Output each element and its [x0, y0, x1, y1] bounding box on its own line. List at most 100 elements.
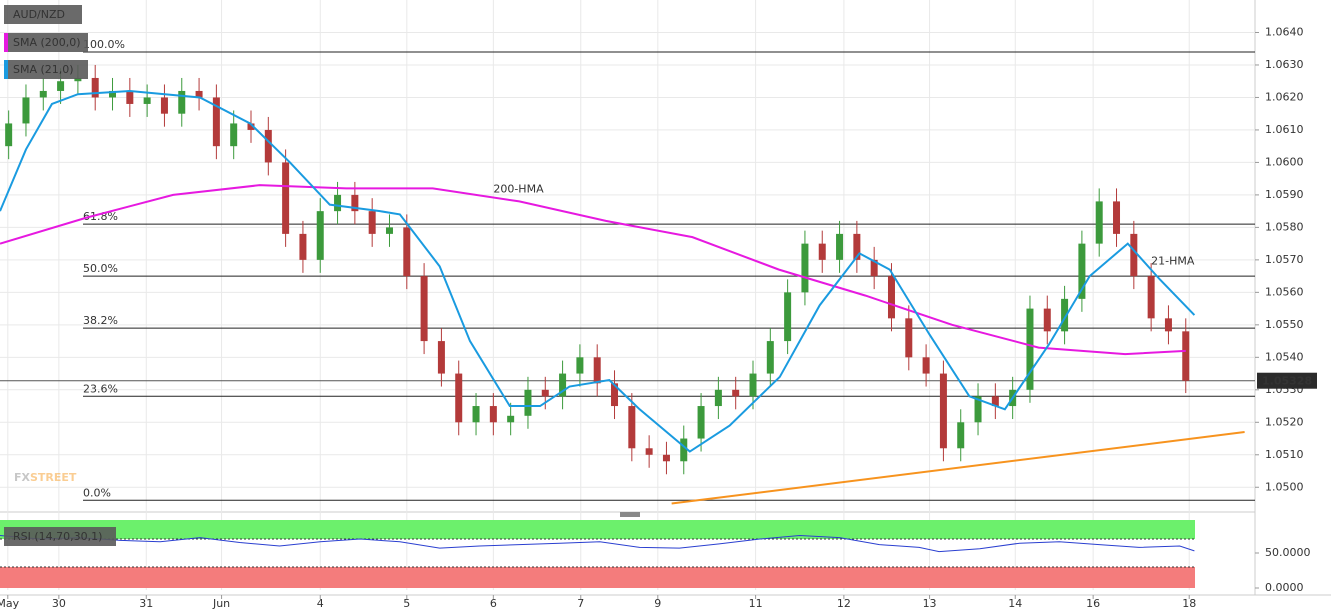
candle-body	[5, 123, 13, 147]
candle-body	[195, 90, 203, 98]
legend-box	[4, 60, 88, 79]
candle-body	[991, 396, 999, 407]
oversold-zone	[0, 567, 1195, 588]
x-tick-label: 11	[749, 597, 763, 610]
y-tick-label: 1.0640	[1265, 25, 1304, 38]
candle-body	[576, 357, 584, 374]
last-price-box	[1257, 372, 1317, 389]
candle-body	[489, 406, 497, 423]
y-tick-label: 1.0590	[1265, 188, 1304, 201]
candle-body	[939, 373, 947, 449]
candle-body	[628, 406, 636, 449]
trendline	[671, 431, 1245, 505]
candle-body	[74, 77, 82, 82]
y-tick-label: 1.0510	[1265, 448, 1304, 461]
candle-body	[109, 90, 117, 98]
candle-body	[160, 97, 168, 114]
candle-body	[247, 123, 255, 130]
candle-body	[264, 129, 272, 163]
watermark-part: STREET	[30, 471, 77, 484]
y-tick-label: 1.0550	[1265, 318, 1304, 331]
x-tick-label: 9	[654, 597, 661, 610]
fib-label: 23.6%	[83, 382, 118, 395]
fib-label: 100.0%	[83, 38, 125, 51]
candle-body	[922, 357, 930, 374]
candle-body	[403, 227, 411, 277]
candle-body	[178, 90, 186, 114]
candle-body	[39, 90, 47, 98]
overbought-zone	[0, 520, 1195, 539]
ma-annotation: 21-HMA	[1151, 254, 1195, 267]
candle-body	[524, 389, 532, 416]
x-tick-label: 30	[52, 597, 66, 610]
y-tick-label: 1.0520	[1265, 415, 1304, 428]
rsi-line	[0, 534, 1195, 553]
y-tick-label: 1.0610	[1265, 123, 1304, 136]
y-tick-label: 1.0580	[1265, 220, 1304, 233]
last-price-label: 1.05328	[1262, 375, 1312, 388]
legend-box	[4, 527, 116, 546]
candle-body	[1095, 201, 1103, 244]
candle-body	[1113, 201, 1121, 234]
candle-body	[887, 276, 895, 319]
candle-body	[801, 243, 809, 293]
candle-body	[1130, 233, 1138, 277]
candle-body	[351, 194, 359, 212]
candle-body	[212, 97, 220, 147]
rsi-tick-label: 50.0000	[1265, 546, 1311, 559]
candle-body	[1147, 276, 1155, 319]
legend-label: SMA (200,0)	[13, 36, 81, 49]
x-tick-label: 13	[923, 597, 937, 610]
legend-label: RSI (14,70,30,1)	[13, 530, 102, 543]
candle-body	[836, 233, 844, 260]
candle-body	[957, 422, 965, 449]
candle-body	[1182, 331, 1190, 381]
candle-body	[1061, 298, 1069, 332]
candle-body	[905, 318, 913, 358]
y-tick-label: 1.0630	[1265, 58, 1304, 71]
ma-line	[0, 89, 1196, 453]
x-tick-label: 7	[577, 597, 584, 610]
rsi-tick-label: 0.0000	[1265, 581, 1304, 594]
legend-label: AUD/NZD	[13, 8, 65, 21]
candle-body	[368, 211, 376, 234]
candle-body	[334, 194, 342, 212]
candle-body	[282, 162, 290, 234]
candle-body	[645, 448, 653, 455]
fib-label: 38.2%	[83, 314, 118, 327]
candle-body	[853, 233, 861, 260]
candle-body	[1043, 308, 1051, 332]
y-tick-label: 1.0620	[1265, 90, 1304, 103]
candle-body	[22, 97, 30, 124]
legend-swatch	[4, 60, 8, 79]
candle-body	[732, 389, 740, 397]
candle-body	[784, 292, 792, 342]
y-tick-label: 1.0540	[1265, 350, 1304, 363]
legend-swatch	[4, 33, 8, 52]
candle-body	[1164, 318, 1172, 332]
resize-handle[interactable]	[620, 512, 640, 517]
candle-body	[1078, 243, 1086, 299]
x-tick-label: 18	[1182, 597, 1196, 610]
y-tick-label: 1.0500	[1265, 480, 1304, 493]
x-tick-label: 14	[1008, 597, 1022, 610]
legend-label: SMA (21,0)	[13, 63, 74, 76]
candle-body	[57, 81, 65, 91]
candle-body	[299, 233, 307, 260]
candle-body	[507, 415, 515, 423]
candle-body	[680, 438, 688, 462]
x-tick-label: May	[0, 597, 20, 610]
x-tick-label: 16	[1086, 597, 1100, 610]
candle-body	[559, 373, 567, 397]
candle-body	[126, 90, 134, 104]
candle-body	[472, 406, 480, 423]
candle-body	[230, 123, 238, 147]
candle-body	[91, 77, 99, 98]
x-tick-label: 4	[317, 597, 324, 610]
candle-body	[662, 454, 670, 462]
x-tick-label: 6	[490, 597, 497, 610]
ma-annotation: 200-HMA	[493, 182, 544, 195]
candle-body	[316, 211, 324, 260]
x-tick-label: 5	[403, 597, 410, 610]
